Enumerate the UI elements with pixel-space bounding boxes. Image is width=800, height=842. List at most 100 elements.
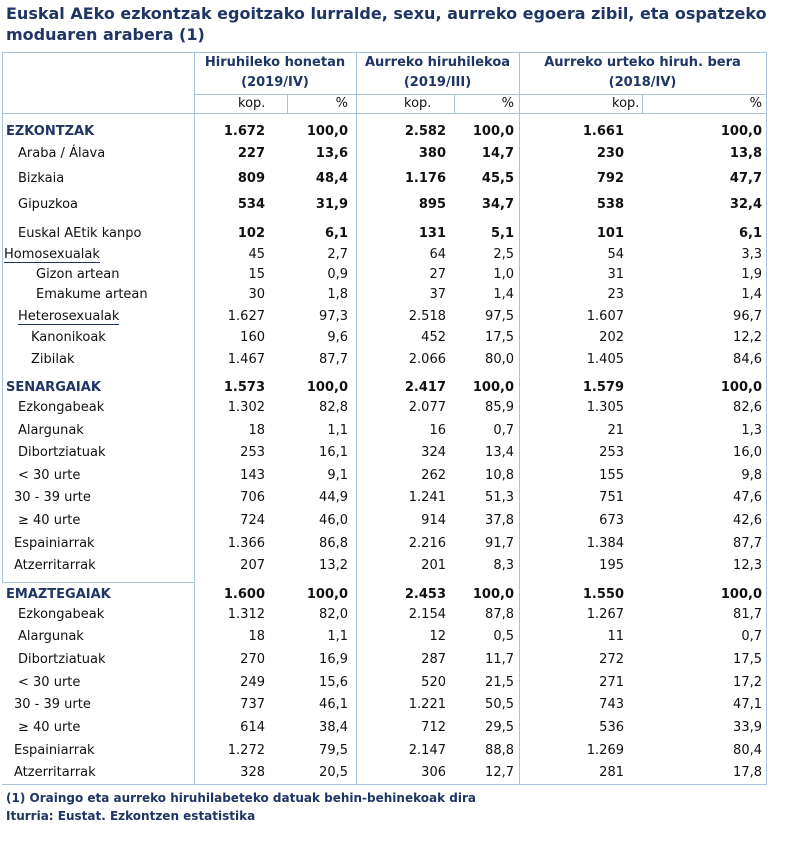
col2-title: Aurreko hiruhilekoa <box>364 55 511 70</box>
percent-cell: 17,2 <box>733 675 762 690</box>
percent-cell: 48,4 <box>315 171 348 186</box>
percent-cell: 82,8 <box>319 400 348 415</box>
percent-cell: 16,0 <box>733 445 762 460</box>
count-cell: 37 <box>429 287 446 302</box>
percent-cell: 100,0 <box>472 124 514 139</box>
percent-cell: 6,1 <box>738 226 762 241</box>
percent-cell: 10,8 <box>485 468 514 483</box>
row-label-euskal-aetik-kanpo: Euskal AEtik kanpo <box>18 226 142 241</box>
grid-line-vertical <box>766 114 767 784</box>
row-label-40-urte: ≥ 40 urte <box>18 720 81 735</box>
percent-cell: 100,0 <box>472 380 514 395</box>
percent-cell: 17,8 <box>733 765 762 780</box>
count-cell: 1.312 <box>227 607 265 622</box>
count-cell: 2.453 <box>404 587 446 602</box>
percent-cell: 37,8 <box>485 513 514 528</box>
percent-cell: 44,9 <box>319 490 348 505</box>
percent-cell: 87,7 <box>319 352 348 367</box>
count-cell: 380 <box>418 146 446 161</box>
count-cell: 202 <box>599 330 624 345</box>
percent-cell: 0,7 <box>493 423 514 438</box>
percent-cell: 1,0 <box>493 267 514 282</box>
count-cell: 1.267 <box>586 607 624 622</box>
percent-cell: 100,0 <box>306 380 348 395</box>
percent-cell: 1,1 <box>327 423 348 438</box>
row-label-30-39-urte: 30 - 39 urte <box>14 490 91 505</box>
percent-cell: 82,0 <box>319 607 348 622</box>
col2-pct-label: % <box>501 96 514 111</box>
percent-cell: 17,5 <box>733 652 762 667</box>
count-cell: 2.417 <box>404 380 446 395</box>
count-cell: 253 <box>599 445 624 460</box>
percent-cell: 47,6 <box>733 490 762 505</box>
row-label-dibortziatuak: Dibortziatuak <box>18 445 106 460</box>
percent-cell: 15,6 <box>319 675 348 690</box>
col1-pct-label: % <box>335 96 348 111</box>
percent-cell: 1,3 <box>741 423 762 438</box>
percent-cell: 33,9 <box>733 720 762 735</box>
row-label-espainiarrak: Espainiarrak <box>14 536 95 551</box>
count-cell: 101 <box>596 226 624 241</box>
percent-cell: 6,1 <box>324 226 348 241</box>
percent-cell: 47,1 <box>733 697 762 712</box>
percent-cell: 0,5 <box>493 629 514 644</box>
col1-kop-label: kop. <box>238 96 266 111</box>
row-label-dibortziatuak: Dibortziatuak <box>18 652 106 667</box>
percent-cell: 16,9 <box>319 652 348 667</box>
source-note: Iturria: Eustat. Ezkontzen estatistika <box>6 809 256 823</box>
percent-cell: 5,1 <box>490 226 514 241</box>
count-cell: 18 <box>248 629 265 644</box>
percent-cell: 1,9 <box>741 267 762 282</box>
count-cell: 18 <box>248 423 265 438</box>
count-cell: 2.154 <box>408 607 446 622</box>
percent-cell: 9,8 <box>741 468 762 483</box>
count-cell: 262 <box>421 468 446 483</box>
percent-cell: 9,6 <box>327 330 348 345</box>
row-label-alargunak: Alargunak <box>18 629 84 644</box>
col3-header: Aurreko urteko hiruh. bera (2018/IV) <box>519 53 766 93</box>
count-cell: 30 <box>248 287 265 302</box>
count-cell: 614 <box>240 720 265 735</box>
row-label-gizon-artean: Gizon artean <box>36 267 120 282</box>
row-label-alargunak: Alargunak <box>18 423 84 438</box>
count-cell: 536 <box>599 720 624 735</box>
percent-cell: 0,7 <box>741 629 762 644</box>
count-cell: 914 <box>421 513 446 528</box>
row-label-atzerritarrak: Atzerritarrak <box>14 558 96 573</box>
percent-cell: 97,3 <box>319 309 348 324</box>
count-cell: 195 <box>599 558 624 573</box>
count-cell: 45 <box>248 247 265 262</box>
row-label-gipuzkoa: Gipuzkoa <box>18 197 78 212</box>
percent-cell: 1,1 <box>327 629 348 644</box>
percent-cell: 13,4 <box>485 445 514 460</box>
count-cell: 227 <box>237 146 265 161</box>
percent-cell: 86,8 <box>319 536 348 551</box>
row-label-araba-lava: Araba / Álava <box>18 146 106 161</box>
count-cell: 270 <box>240 652 265 667</box>
percent-cell: 50,5 <box>485 697 514 712</box>
row-label-30-urte: < 30 urte <box>18 468 81 483</box>
percent-cell: 13,6 <box>315 146 348 161</box>
count-cell: 160 <box>240 330 265 345</box>
count-cell: 272 <box>599 652 624 667</box>
count-cell: 1.550 <box>582 587 624 602</box>
row-label-bizkaia: Bizkaia <box>18 171 65 186</box>
count-cell: 23 <box>607 287 624 302</box>
percent-cell: 100,0 <box>720 124 762 139</box>
percent-cell: 47,7 <box>729 171 762 186</box>
count-cell: 64 <box>429 247 446 262</box>
count-cell: 54 <box>607 247 624 262</box>
percent-cell: 13,8 <box>729 146 762 161</box>
percent-cell: 38,4 <box>319 720 348 735</box>
percent-cell: 0,9 <box>327 267 348 282</box>
data-table: Hiruhileko honetan (2019/IV) Aurreko hir… <box>2 52 767 785</box>
count-cell: 1.269 <box>586 743 624 758</box>
percent-cell: 100,0 <box>306 124 348 139</box>
row-label-40-urte: ≥ 40 urte <box>18 513 81 528</box>
percent-cell: 12,2 <box>733 330 762 345</box>
percent-cell: 32,4 <box>729 197 762 212</box>
count-cell: 792 <box>596 171 624 186</box>
count-cell: 743 <box>599 697 624 712</box>
count-cell: 706 <box>240 490 265 505</box>
percent-cell: 100,0 <box>720 587 762 602</box>
